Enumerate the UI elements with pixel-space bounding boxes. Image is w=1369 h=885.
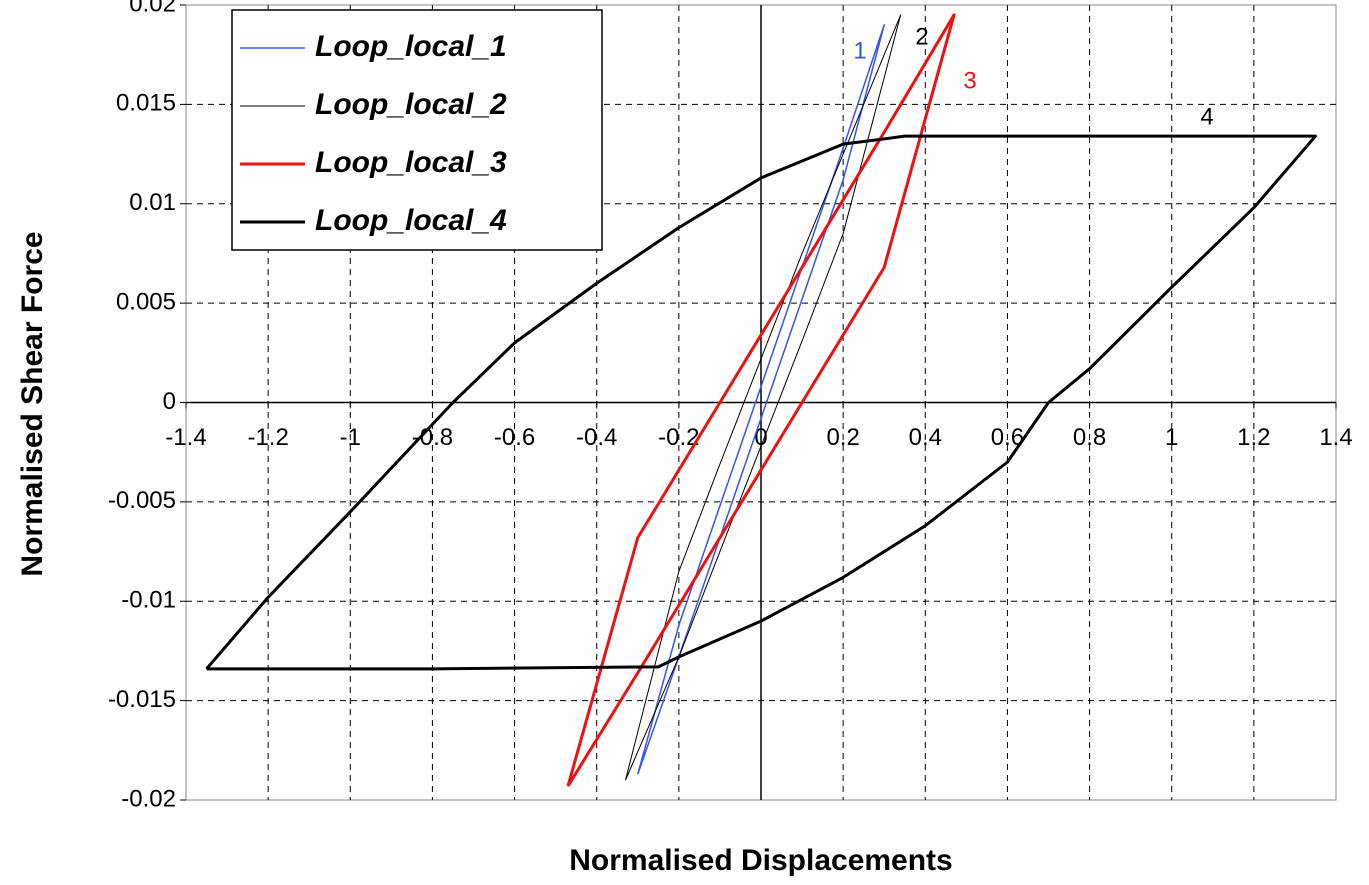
y-tick-label: -0.005 bbox=[108, 487, 176, 514]
x-tick-label: 1.2 bbox=[1237, 424, 1270, 451]
x-tick-label: 0.8 bbox=[1073, 424, 1106, 451]
x-tick-label: -0.4 bbox=[576, 424, 617, 451]
x-tick-label: 0.4 bbox=[909, 424, 942, 451]
loop-line bbox=[624, 14, 902, 781]
annotation: 3 bbox=[963, 67, 976, 94]
legend-label: Loop_local_4 bbox=[315, 204, 507, 237]
y-axis-title: Normalised Shear Force bbox=[16, 231, 49, 576]
loop-line bbox=[205, 134, 1317, 671]
legend-label: Loop_local_2 bbox=[315, 88, 507, 121]
x-tick-label: 0.2 bbox=[826, 424, 859, 451]
x-tick-label: 1 bbox=[1165, 424, 1178, 451]
x-tick-label: -0.8 bbox=[412, 424, 453, 451]
x-tick-label: 1.4 bbox=[1319, 424, 1352, 451]
y-tick-label: -0.01 bbox=[121, 587, 176, 614]
x-tick-label: -1.2 bbox=[247, 424, 288, 451]
loop-line bbox=[566, 13, 956, 787]
y-tick-label: -0.015 bbox=[108, 686, 176, 713]
y-tick-label: 0.02 bbox=[129, 0, 176, 17]
annotation: 2 bbox=[915, 23, 928, 50]
legend: Loop_local_1 Loop_local_2 Loop_local_3 Loop… bbox=[231, 9, 603, 251]
legend-box bbox=[231, 9, 603, 251]
x-axis-title: Normalised Displacements bbox=[569, 844, 952, 877]
y-tick-label: 0.01 bbox=[129, 189, 176, 216]
x-tick-label: -1.4 bbox=[165, 424, 206, 451]
x-tick-label: -0.6 bbox=[494, 424, 535, 451]
legend-label: Loop_local_1 bbox=[315, 30, 507, 63]
y-tick-label: 0 bbox=[163, 388, 176, 415]
y-tick-label: 0.005 bbox=[116, 288, 176, 315]
y-tick-label: -0.02 bbox=[121, 785, 176, 812]
annotation: 4 bbox=[1200, 103, 1213, 130]
annotation: 1 bbox=[853, 37, 866, 64]
legend-label: Loop_local_3 bbox=[315, 146, 507, 179]
y-tick-label: 0.015 bbox=[116, 90, 176, 117]
x-tick-label: -1 bbox=[340, 424, 361, 451]
